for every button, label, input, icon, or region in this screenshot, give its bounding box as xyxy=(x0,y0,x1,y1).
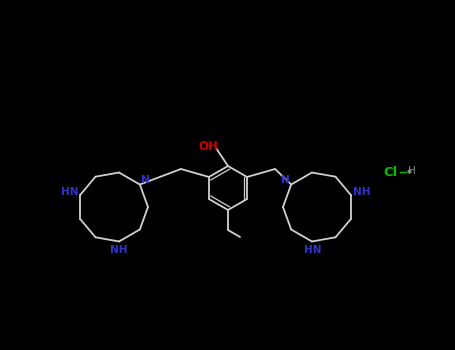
Text: OH: OH xyxy=(198,140,218,153)
Text: HN: HN xyxy=(303,245,321,256)
Text: HN: HN xyxy=(61,187,78,197)
Text: Cl: Cl xyxy=(383,166,397,178)
Text: N: N xyxy=(141,175,150,185)
Text: H: H xyxy=(408,166,416,176)
Text: NH: NH xyxy=(110,245,127,256)
Text: N: N xyxy=(282,175,290,185)
Text: NH: NH xyxy=(353,187,370,197)
